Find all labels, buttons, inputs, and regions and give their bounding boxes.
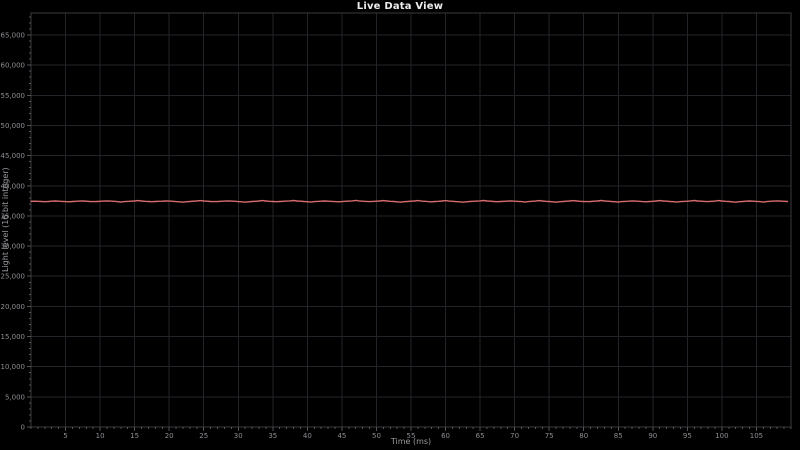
chart-title: Live Data View: [356, 1, 444, 12]
y-tick-label: 5,000: [5, 393, 25, 401]
y-tick-label: 25,000: [1, 273, 26, 281]
x-tick-label: 40: [303, 432, 312, 440]
x-tick-label: 15: [130, 432, 139, 440]
x-tick-label: 20: [165, 432, 174, 440]
x-tick-label: 105: [750, 432, 763, 440]
y-tick-label: 30,000: [1, 243, 26, 251]
y-axis-title: Light level (16 bit integer): [1, 167, 10, 273]
y-tick-label: 50,000: [1, 122, 26, 130]
x-tick-label: 70: [510, 432, 519, 440]
y-tick-label: 55,000: [1, 92, 26, 100]
x-tick-label: 100: [715, 432, 728, 440]
y-tick-label: 40,000: [1, 182, 26, 190]
y-tick-label: 15,000: [1, 333, 26, 341]
x-tick-label: 50: [372, 432, 381, 440]
y-tick-label: 60,000: [1, 62, 26, 70]
series-line-light-level: [30, 199, 789, 203]
x-tick-label: 55: [407, 432, 416, 440]
x-tick-label: 10: [96, 432, 105, 440]
y-tick-label: 65,000: [1, 32, 26, 40]
y-tick-label: 20,000: [1, 303, 26, 311]
x-tick-label: 95: [683, 432, 692, 440]
x-tick-label: 30: [234, 432, 243, 440]
x-axis-title: Time (ms): [390, 437, 432, 446]
y-tick-label: 45,000: [1, 152, 26, 160]
y-tick-label: 0: [21, 424, 25, 432]
x-tick-label: 5: [63, 432, 67, 440]
x-tick-label: 60: [441, 432, 450, 440]
x-tick-label: 45: [337, 432, 346, 440]
y-tick-label: 10,000: [1, 363, 26, 371]
x-tick-label: 90: [648, 432, 657, 440]
x-tick-label: 35: [268, 432, 277, 440]
x-tick-label: 80: [579, 432, 588, 440]
x-tick-label: 65: [476, 432, 485, 440]
x-tick-label: 75: [545, 432, 554, 440]
x-tick-label: 85: [614, 432, 623, 440]
y-tick-label: 35,000: [1, 212, 26, 220]
x-tick-label: 25: [199, 432, 208, 440]
